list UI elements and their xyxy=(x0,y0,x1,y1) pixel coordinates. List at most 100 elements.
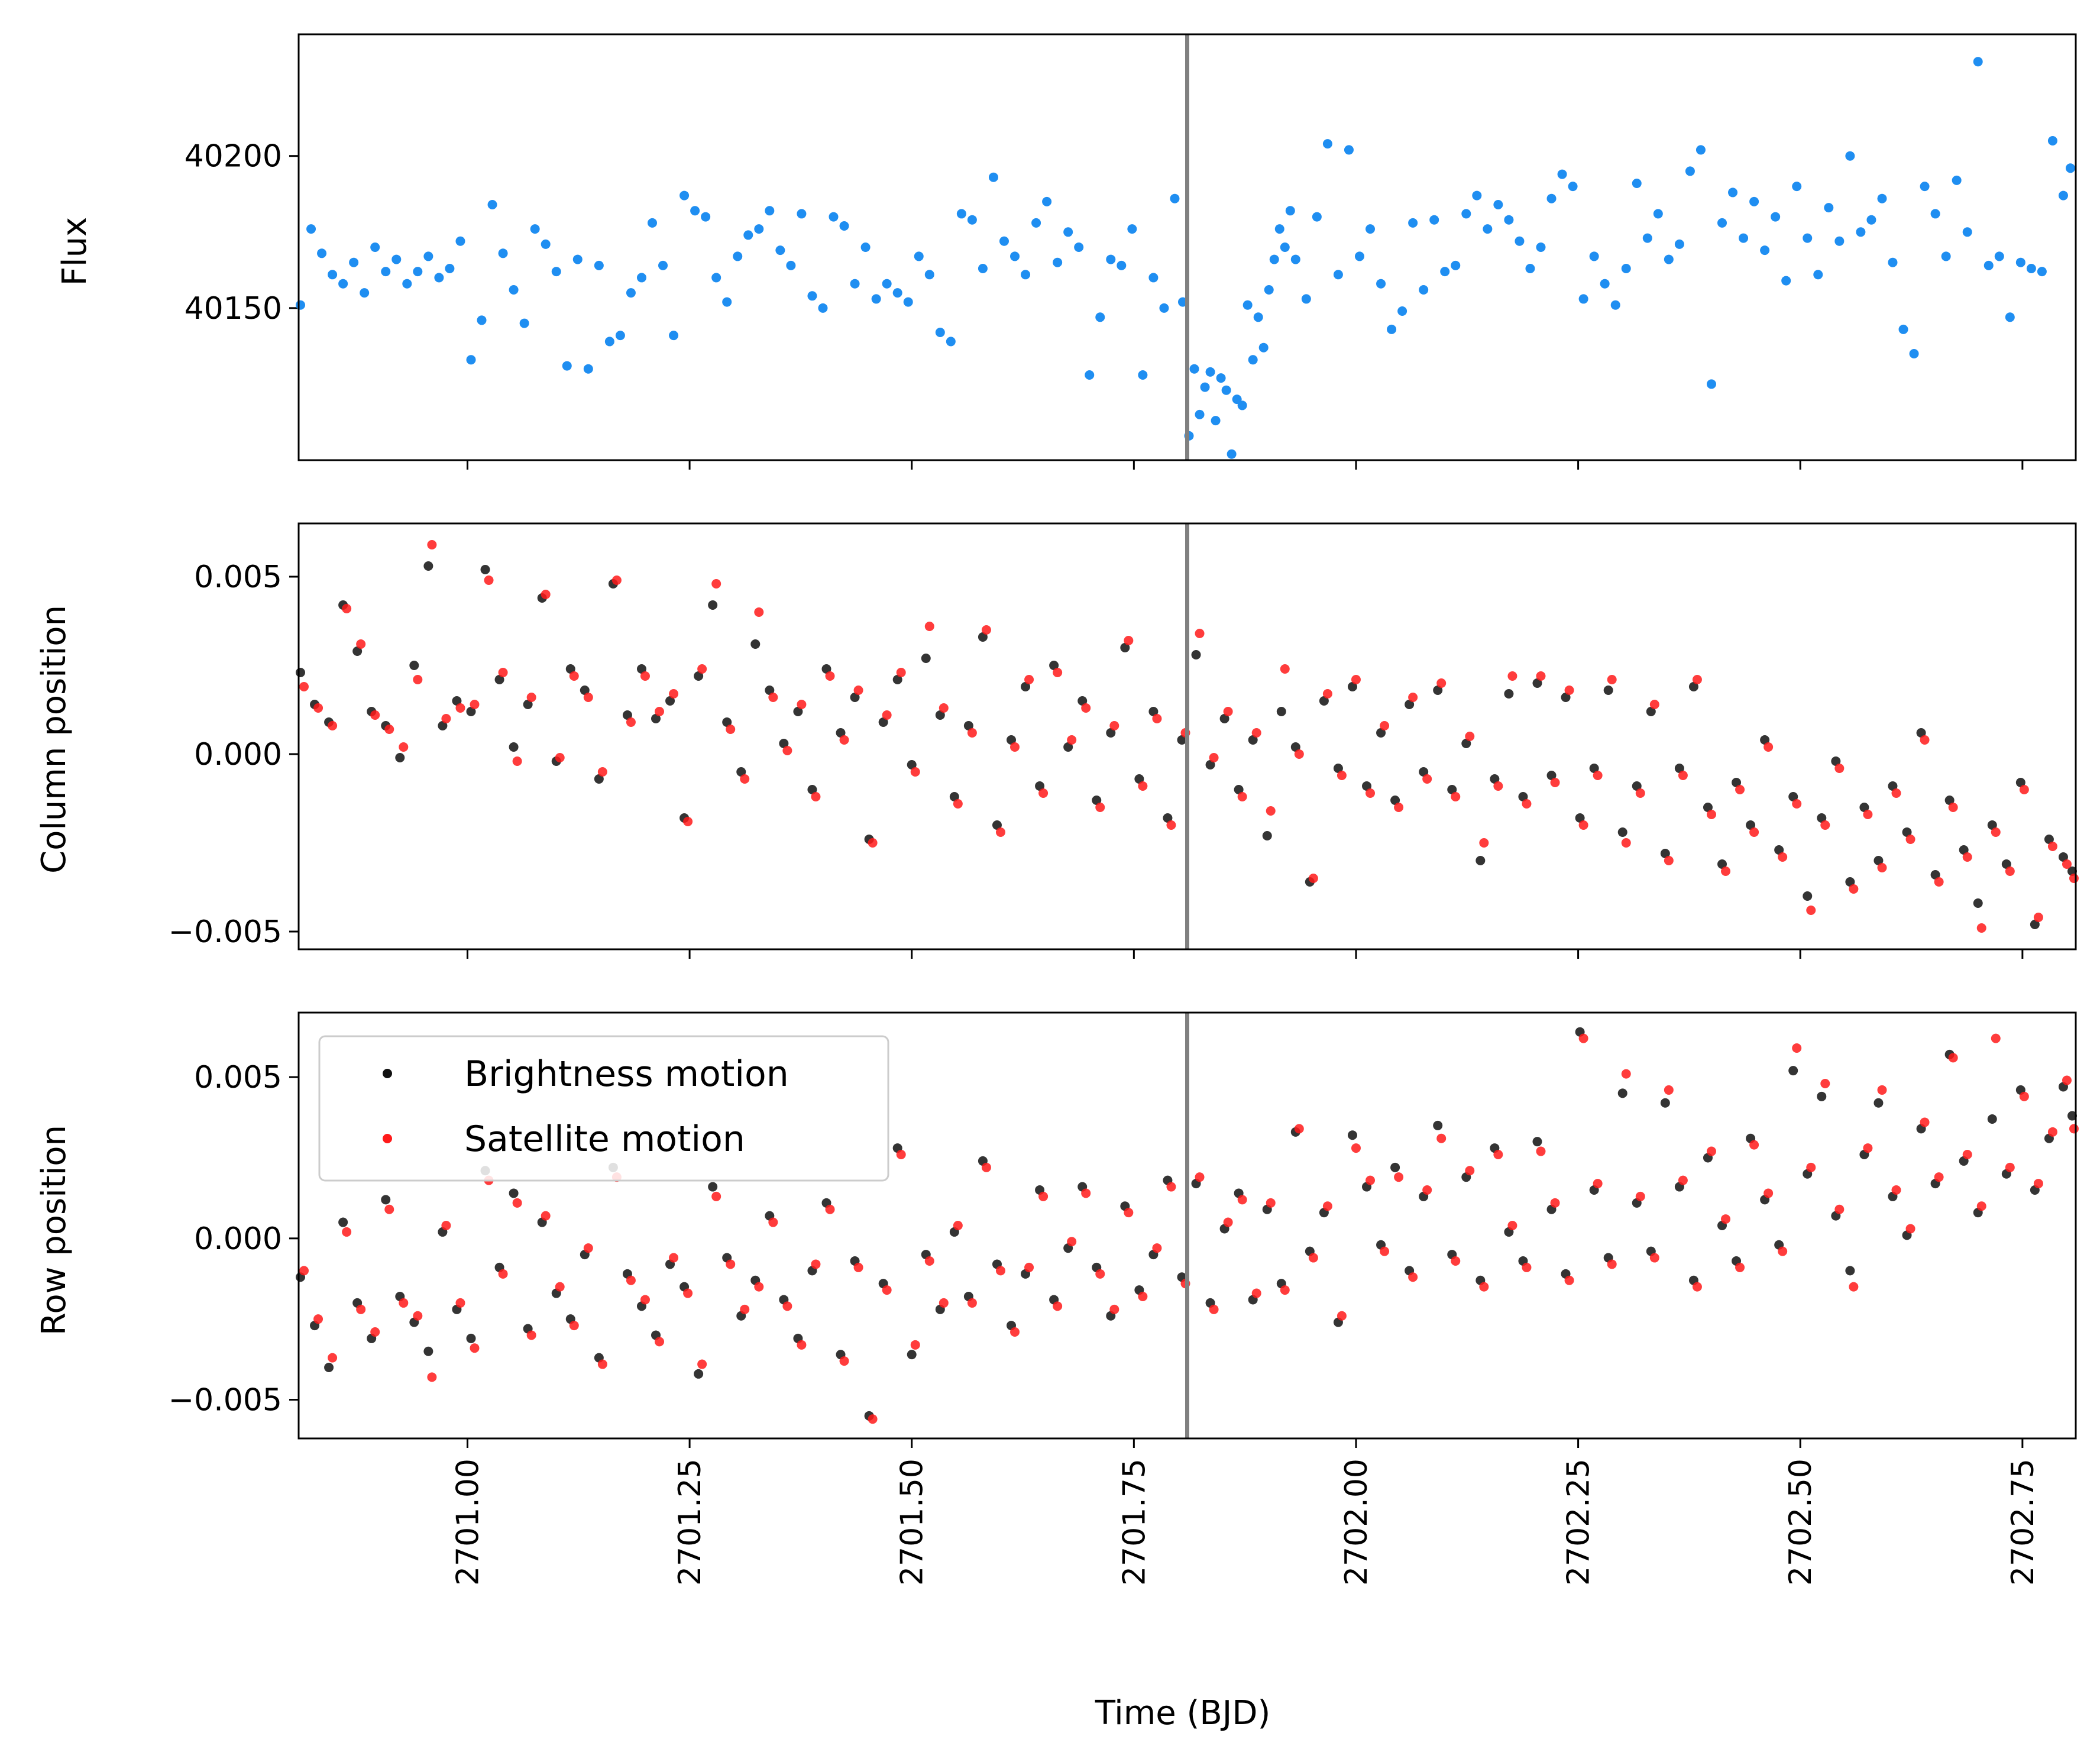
flux-point xyxy=(978,264,988,273)
brightness-point xyxy=(1589,764,1599,773)
brightness-point xyxy=(1092,796,1102,805)
satellite-point xyxy=(313,1314,323,1324)
satellite-point xyxy=(811,792,821,801)
satellite-point xyxy=(1109,1304,1119,1314)
brightness-point xyxy=(1007,735,1017,745)
satellite-point xyxy=(2047,1127,2057,1137)
satellite-point xyxy=(1109,721,1119,730)
flux-point xyxy=(1232,395,1242,405)
flux-point xyxy=(1920,182,1930,192)
satellite-point xyxy=(342,1227,352,1237)
satellite-point xyxy=(597,1359,607,1369)
brightness-point xyxy=(949,792,959,801)
flux-point xyxy=(1264,285,1274,295)
flux-points xyxy=(296,57,2075,459)
brightness-point xyxy=(963,721,973,730)
flux-point xyxy=(1148,273,1159,283)
brightness-point xyxy=(1262,831,1272,840)
satellite-point xyxy=(1962,852,1972,862)
satellite-point xyxy=(1038,788,1049,798)
brightness-point xyxy=(1788,792,1798,801)
satellite-point xyxy=(683,1288,693,1298)
brightness-point xyxy=(636,664,646,674)
brightness-point xyxy=(1845,1266,1855,1276)
satellite-point xyxy=(797,700,807,709)
brightness-point xyxy=(1021,682,1031,691)
brightness-point xyxy=(423,561,433,571)
brightness-point xyxy=(1930,870,1940,880)
flux-point xyxy=(551,267,561,277)
satellite-point xyxy=(441,1221,451,1230)
satellite-point xyxy=(512,1198,522,1208)
y-tick-label: −0.005 xyxy=(169,1383,282,1418)
satellite-point xyxy=(1905,1224,1915,1234)
satellite-point xyxy=(853,686,863,695)
satellite-point xyxy=(967,1298,977,1308)
column-ylabel: Column position xyxy=(35,605,73,874)
flux-point xyxy=(1344,145,1354,155)
flux-point xyxy=(1290,254,1300,264)
satellite-point xyxy=(2033,1179,2043,1189)
satellite-point xyxy=(1948,1053,1958,1063)
flux-point xyxy=(1866,215,1876,225)
brightness-point xyxy=(1831,756,1841,766)
satellite-point xyxy=(1223,1217,1233,1227)
flux-point xyxy=(903,297,913,307)
flux-point xyxy=(892,288,902,298)
satellite-point xyxy=(370,710,380,720)
flux-point xyxy=(1280,242,1290,252)
brightness-point xyxy=(1405,700,1415,709)
flux-point xyxy=(615,331,625,341)
satellite-point xyxy=(939,1298,949,1308)
brightness-point xyxy=(1803,891,1813,901)
satellite-point xyxy=(1976,1201,1986,1211)
satellite-point xyxy=(825,671,835,681)
satellite-point xyxy=(328,721,338,730)
satellite-point xyxy=(1010,742,1020,752)
x-tick-label: 2702.75 xyxy=(2005,1459,2041,1586)
x-axis-label: Time (BJD) xyxy=(1095,1694,1271,1732)
satellite-point xyxy=(1692,1282,1702,1292)
brightness-point xyxy=(1077,696,1088,706)
satellite-point xyxy=(868,838,878,848)
brightness-point xyxy=(1063,742,1073,752)
flux-point xyxy=(1728,187,1738,198)
satellite-point xyxy=(697,1359,707,1369)
brightness-point xyxy=(1290,742,1300,752)
satellite-point xyxy=(2033,913,2043,922)
satellite-point xyxy=(1635,1191,1645,1201)
flux-point xyxy=(1354,251,1364,261)
brightness-point xyxy=(1106,728,1116,738)
flux-point xyxy=(871,294,881,304)
flux-point xyxy=(1994,251,2004,261)
brightness-point xyxy=(1148,707,1159,716)
satellite-point xyxy=(512,756,522,766)
satellite-point xyxy=(1706,810,1716,819)
brightness-point xyxy=(978,632,988,642)
brightness-point xyxy=(1973,898,1983,908)
flux-point xyxy=(1824,203,1834,213)
brightness-point xyxy=(1774,845,1784,855)
flux-point xyxy=(1408,218,1418,228)
satellite-point xyxy=(1266,806,1276,816)
satellite-point xyxy=(1891,1185,1901,1195)
satellite-point xyxy=(1081,703,1091,713)
flux-point xyxy=(754,224,764,234)
flux-panel: Flux 40150 40200 xyxy=(56,33,2077,470)
brightness-point xyxy=(1575,813,1585,823)
satellite-point xyxy=(1124,1208,1134,1218)
satellite-point xyxy=(1308,1253,1318,1263)
satellite-point xyxy=(1735,1262,1745,1272)
satellite-point xyxy=(1550,1198,1560,1208)
flux-point xyxy=(1387,324,1397,334)
flux-point xyxy=(1962,227,1972,237)
satellite-point xyxy=(569,1321,579,1331)
satellite-point xyxy=(1564,1275,1574,1285)
satellite-point xyxy=(1649,1253,1659,1263)
satellite-point xyxy=(669,689,679,699)
brightness-point xyxy=(423,1346,433,1356)
satellite-point xyxy=(683,817,693,826)
brightness-point xyxy=(2030,920,2040,929)
flux-point xyxy=(882,279,892,289)
